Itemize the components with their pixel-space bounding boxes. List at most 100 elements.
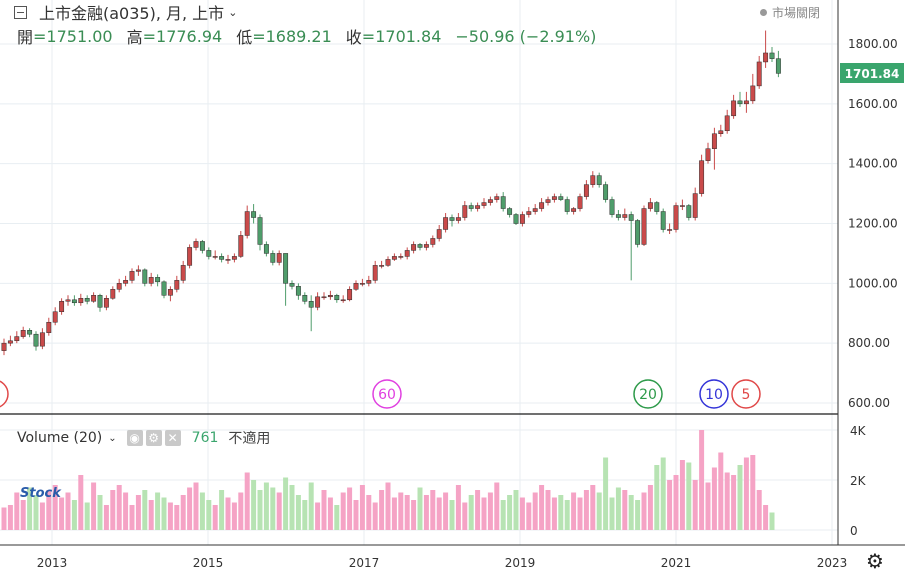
eye-icon[interactable]: ◉ [126, 430, 143, 446]
candle-body [225, 259, 231, 261]
volume-bar [219, 490, 225, 530]
volume-bar [33, 495, 39, 530]
volume-bar [564, 500, 570, 530]
volume-bar [430, 490, 436, 530]
candle-body [155, 277, 161, 283]
candle-body [455, 217, 461, 221]
time-axis-labels[interactable]: 2013 2015 2017 2019 2021 2023 [37, 556, 848, 570]
volume-bar [199, 492, 205, 530]
volume-value: 761 [191, 430, 219, 446]
candle-body [123, 280, 129, 284]
volume-bar [436, 497, 442, 530]
symbol-row[interactable]: 上市金融(a035), 月, 上市 ⌄ [14, 1, 237, 23]
volume-bar [481, 497, 487, 530]
volume-bar [71, 500, 77, 530]
volume-tick-label: 4K [850, 424, 867, 438]
candle-body [219, 256, 225, 260]
price-tick-label: 800.00 [848, 336, 890, 350]
gridlines [0, 0, 838, 545]
volume-bar [161, 497, 167, 530]
volume-bar [59, 497, 65, 530]
volume-bar [622, 490, 628, 530]
chevron-down-icon[interactable]: ⌄ [228, 5, 238, 19]
candle-body [231, 256, 237, 260]
candle-body [411, 244, 417, 251]
close-value: =1701.84 [361, 26, 442, 46]
volume-bar [686, 462, 692, 530]
candle-body [340, 299, 346, 302]
candle-body [187, 247, 193, 266]
ohlc-row: 開 =1751.00 高 =1776.94 低 =1689.21 收 =1701.84 … [17, 26, 596, 48]
candle-body [507, 208, 513, 215]
close-icon[interactable]: ✕ [164, 430, 181, 446]
volume-bar [590, 485, 596, 530]
volume-bar [238, 492, 244, 530]
volume-bar [231, 502, 237, 530]
symbol-title[interactable]: 上市金融(a035), 月, 上市 [39, 4, 225, 23]
candle-body [193, 241, 199, 248]
volume-bar [494, 482, 500, 530]
volume-bar [372, 502, 378, 530]
volume-bar [603, 457, 609, 530]
volume-bar [756, 490, 762, 530]
volume-tick-label: 2K [850, 474, 867, 488]
volume-bar [385, 482, 391, 530]
candle-body [295, 286, 301, 296]
candle-body [110, 289, 116, 299]
volume-bar [27, 487, 33, 530]
candle-body [564, 199, 570, 212]
candle-body [263, 244, 269, 254]
volume-bar [750, 455, 756, 530]
volume-bar [257, 490, 263, 530]
candle-body [27, 330, 33, 335]
candle-body [116, 283, 122, 290]
volume-bar [449, 500, 455, 530]
candle-body [487, 199, 493, 203]
last-price-value: 1701.84 [845, 67, 900, 81]
volume-bar [103, 505, 109, 530]
volume-bar [65, 492, 71, 530]
volume-header: Volume (20) ⌄ ◉ ⚙ ✕ 761 不適用 [17, 428, 270, 448]
candle-body [436, 229, 442, 239]
volume-bar [263, 482, 269, 530]
volume-bar [423, 495, 429, 530]
volume-bar [519, 497, 525, 530]
ma-marker-circle [731, 379, 761, 409]
settings-gear-icon[interactable]: ⚙ [866, 549, 884, 573]
collapse-icon[interactable] [14, 5, 27, 19]
candle-body [775, 58, 781, 74]
gear-icon[interactable]: ⚙ [145, 430, 162, 446]
candle-body [539, 202, 545, 209]
candle-body [321, 296, 327, 299]
volume-bar [174, 505, 180, 530]
candle-body [244, 211, 250, 236]
volume-bar [699, 430, 705, 530]
candle-body [558, 196, 564, 200]
volume-bar [737, 465, 743, 530]
candle-body [315, 296, 321, 308]
chart-header: 上市金融(a035), 月, 上市 ⌄ 開 =1751.00 高 =1776.94 … [0, 0, 905, 52]
candle-body [430, 238, 436, 245]
candle-body [385, 259, 391, 266]
candle-body [590, 175, 596, 185]
volume-bar [225, 497, 231, 530]
last-price-tag-bg [840, 63, 904, 83]
volume-axis-labels: 0 2K 4K [850, 424, 867, 538]
volume-bar [468, 495, 474, 530]
candle-body [699, 160, 705, 194]
volume-bar [193, 482, 199, 530]
candle-body [20, 330, 26, 337]
open-label: 開 [17, 28, 34, 47]
candle-body [7, 340, 13, 344]
volume-label[interactable]: Volume (20) [17, 430, 103, 446]
chevron-down-icon[interactable]: ⌄ [108, 432, 117, 444]
volume-bar [135, 495, 141, 530]
price-axis-labels[interactable]: 600.00 800.00 1000.00 1200.00 1400.00 1600.00… [848, 37, 898, 410]
candle-body [468, 205, 474, 209]
volume-bar [667, 480, 673, 530]
volume-bar [52, 485, 58, 530]
volume-bar [340, 492, 346, 530]
candle-body [756, 61, 762, 87]
candle-body [654, 202, 660, 212]
